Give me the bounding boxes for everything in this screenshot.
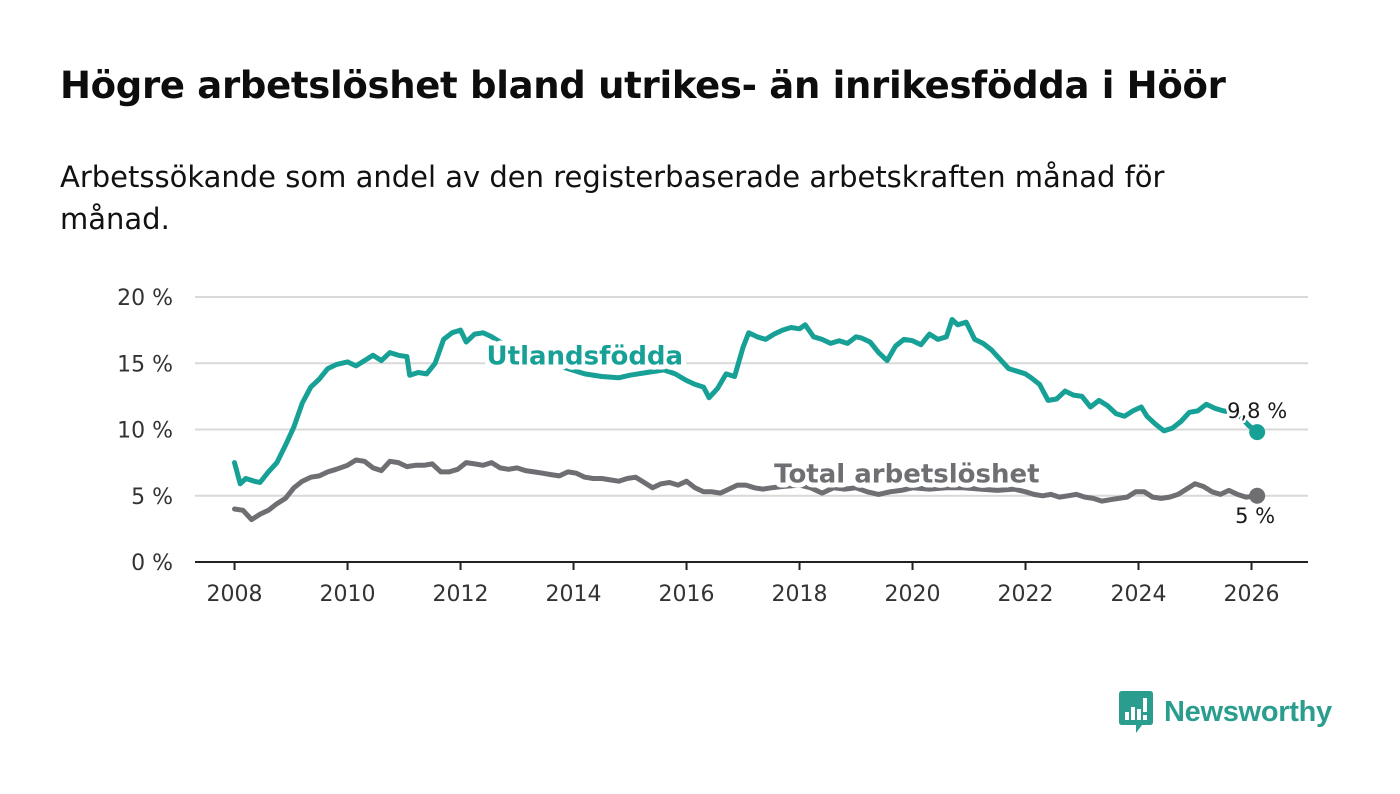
chart-title: Högre arbetslöshet bland utrikes- än inr… bbox=[60, 64, 1226, 107]
end-point-total bbox=[1249, 487, 1266, 504]
x-tick-label: 2018 bbox=[772, 582, 828, 607]
end-label-utlandsfodda: 9,8 % bbox=[1227, 399, 1287, 423]
newsworthy-logo-icon bbox=[1119, 691, 1153, 733]
gridlines bbox=[195, 296, 1308, 497]
end-point-utlandsfodda bbox=[1249, 424, 1266, 441]
y-tick-label: 20 % bbox=[117, 286, 173, 311]
x-tick-label: 2022 bbox=[998, 582, 1054, 607]
end-label-total: 5 % bbox=[1235, 504, 1275, 528]
series-line-total bbox=[232, 457, 1260, 523]
chart-subtitle: Arbetssökande som andel av den registerb… bbox=[60, 160, 1165, 236]
series-lines bbox=[232, 317, 1266, 523]
logo-text: Newsworthy bbox=[1164, 695, 1332, 728]
y-tick-label: 0 % bbox=[131, 551, 173, 576]
annotations: 9,8 % 5 % Utlandsfödda Total arbetslöshet bbox=[482, 337, 1290, 531]
x-tick-label: 2014 bbox=[546, 582, 602, 607]
newsworthy-logo: Newsworthy bbox=[1118, 690, 1332, 734]
x-tick-label: 2026 bbox=[1224, 582, 1280, 607]
x-axis: 2008 2010 2012 2014 2016 2018 2020 2022 2024 2026 bbox=[195, 561, 1308, 607]
y-tick-label: 10 % bbox=[117, 419, 173, 444]
y-tick-label: 5 % bbox=[131, 485, 173, 510]
series-annotation: Total arbetslöshet bbox=[774, 460, 1039, 490]
y-axis: 0 % 5 % 10 % 15 % 20 % bbox=[117, 286, 173, 576]
series-line-utlandsfodda bbox=[232, 317, 1260, 487]
x-tick-label: 2012 bbox=[433, 582, 489, 607]
x-tick-label: 2010 bbox=[320, 582, 376, 607]
series-annotation: Utlandsfödda bbox=[487, 342, 684, 372]
x-tick-label: 2020 bbox=[885, 582, 941, 607]
x-tick-label: 2008 bbox=[207, 582, 263, 607]
y-tick-label: 15 % bbox=[117, 352, 173, 377]
x-tick-label: 2016 bbox=[659, 582, 715, 607]
x-tick-label: 2024 bbox=[1111, 582, 1167, 607]
